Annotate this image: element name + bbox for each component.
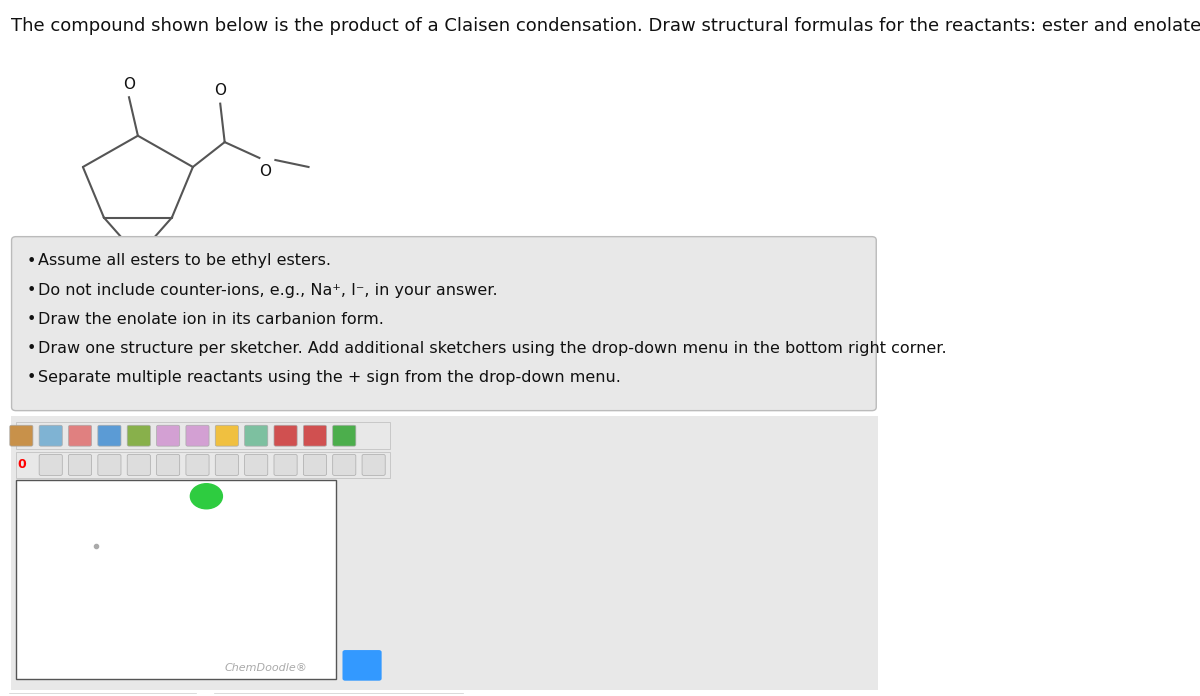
Text: •: • xyxy=(26,341,36,356)
FancyBboxPatch shape xyxy=(16,422,390,449)
Text: O: O xyxy=(259,164,271,178)
FancyBboxPatch shape xyxy=(362,454,385,475)
Text: Separate multiple reactants using the + sign from the drop-down menu.: Separate multiple reactants using the + … xyxy=(38,370,622,386)
Text: •: • xyxy=(26,370,36,386)
FancyBboxPatch shape xyxy=(186,454,209,475)
FancyBboxPatch shape xyxy=(274,425,298,446)
Text: 0: 0 xyxy=(17,459,25,471)
FancyBboxPatch shape xyxy=(11,416,878,690)
Text: •: • xyxy=(26,253,36,269)
FancyBboxPatch shape xyxy=(332,454,356,475)
FancyBboxPatch shape xyxy=(127,454,150,475)
Text: ?: ? xyxy=(203,489,210,503)
Text: O: O xyxy=(215,83,227,98)
Text: Do not include counter-ions, e.g., Na⁺, I⁻, in your answer.: Do not include counter-ions, e.g., Na⁺, … xyxy=(38,283,498,298)
FancyBboxPatch shape xyxy=(10,425,32,446)
Text: ▲: ▲ xyxy=(359,660,365,668)
FancyBboxPatch shape xyxy=(304,454,326,475)
Text: Draw one structure per sketcher. Add additional sketchers using the drop-down me: Draw one structure per sketcher. Add add… xyxy=(38,341,947,356)
Text: •: • xyxy=(26,312,36,327)
FancyBboxPatch shape xyxy=(245,454,268,475)
FancyBboxPatch shape xyxy=(98,454,121,475)
FancyBboxPatch shape xyxy=(40,425,62,446)
Text: Assume all esters to be ethyl esters.: Assume all esters to be ethyl esters. xyxy=(38,253,331,269)
FancyBboxPatch shape xyxy=(12,237,876,411)
FancyBboxPatch shape xyxy=(245,425,268,446)
Text: •: • xyxy=(26,283,36,298)
FancyBboxPatch shape xyxy=(342,650,382,681)
FancyBboxPatch shape xyxy=(156,425,180,446)
Text: Draw the enolate ion in its carbanion form.: Draw the enolate ion in its carbanion fo… xyxy=(38,312,384,327)
FancyBboxPatch shape xyxy=(98,425,121,446)
Text: ▼: ▼ xyxy=(359,669,365,677)
FancyBboxPatch shape xyxy=(274,454,298,475)
FancyBboxPatch shape xyxy=(68,454,91,475)
FancyBboxPatch shape xyxy=(156,454,180,475)
FancyBboxPatch shape xyxy=(304,425,326,446)
Text: ChemDoodle®: ChemDoodle® xyxy=(224,663,307,673)
FancyBboxPatch shape xyxy=(68,425,91,446)
Circle shape xyxy=(191,484,222,509)
Text: The compound shown below is the product of a Claisen condensation. Draw structur: The compound shown below is the product … xyxy=(11,17,1200,35)
FancyBboxPatch shape xyxy=(332,425,356,446)
FancyBboxPatch shape xyxy=(186,425,209,446)
FancyBboxPatch shape xyxy=(127,425,150,446)
Text: O: O xyxy=(122,77,134,92)
FancyBboxPatch shape xyxy=(215,425,239,446)
FancyBboxPatch shape xyxy=(215,454,239,475)
FancyBboxPatch shape xyxy=(16,480,336,679)
FancyBboxPatch shape xyxy=(40,454,62,475)
FancyBboxPatch shape xyxy=(16,452,390,478)
